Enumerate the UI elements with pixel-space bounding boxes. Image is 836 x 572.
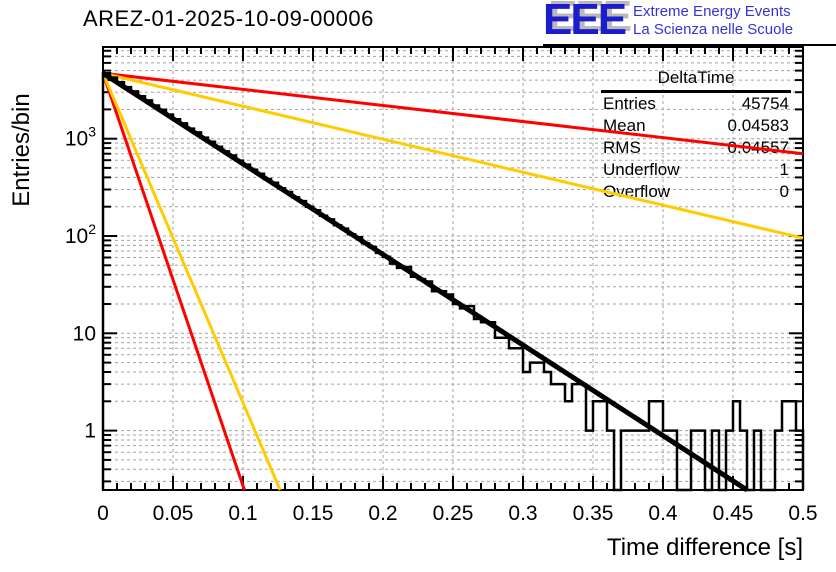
stats-row-mean: Mean 0.04583	[601, 115, 791, 137]
x-tick-label: 0.35	[573, 502, 614, 525]
y-tick-label: 102	[65, 221, 96, 248]
eee-logo-line1: Extreme Energy Events	[633, 3, 791, 20]
eee-logo-acronym: EEE	[543, 0, 627, 44]
stats-value: 0.04583	[727, 116, 789, 135]
eee-logo: EEE Extreme Energy Events La Scienza nel…	[543, 0, 836, 46]
y-axis-labels: 1 10 102 103	[65, 124, 96, 443]
stats-value: 1	[779, 160, 789, 179]
x-tick-label: 0.1	[228, 502, 257, 525]
stats-value: 0.04557	[727, 138, 789, 157]
x-tick-label: 0.45	[713, 502, 754, 525]
y-axis-title: Entries/bin	[8, 93, 35, 207]
eee-logo-line2: La Scienza nelle Scuole	[633, 21, 794, 38]
x-tick-label: 0.4	[648, 502, 678, 525]
y-tick-label: 103	[65, 124, 96, 151]
stats-row-rms: RMS 0.04557	[601, 137, 791, 159]
x-axis-title: Time difference [s]	[606, 534, 803, 561]
x-tick-label: 0	[97, 502, 109, 525]
x-axis-labels: 0 0.05 0.1 0.15 0.2 0.25 0.3 0.35 0.4 0.45 0.5	[97, 502, 817, 525]
y-tick-label: 10	[73, 322, 96, 345]
eee-logo-text: Extreme Energy Events La Scienza nelle S…	[633, 0, 793, 39]
x-tick-label: 0.5	[788, 502, 817, 525]
stats-label: Underflow	[603, 160, 680, 179]
stats-label: RMS	[603, 138, 641, 157]
stats-label: Entries	[603, 94, 656, 113]
x-tick-label: 0.15	[293, 502, 334, 525]
x-tick-label: 0.2	[368, 502, 397, 525]
page-title: AREZ-01-2025-10-09-00006	[83, 6, 374, 31]
stats-value: 45754	[741, 94, 789, 113]
stats-box-title: DeltaTime	[601, 68, 791, 93]
x-tick-label: 0.25	[433, 502, 474, 525]
stats-row-entries: Entries 45754	[601, 93, 791, 115]
stats-label: Mean	[603, 116, 646, 135]
y-tick-label: 1	[84, 420, 96, 443]
x-tick-label: 0.3	[508, 502, 537, 525]
stats-box: DeltaTime Entries 45754 Mean 0.04583 RMS…	[601, 68, 791, 203]
x-tick-label: 0.05	[153, 502, 194, 525]
stats-row-underflow: Underflow 1	[601, 159, 791, 181]
stats-value: 0	[779, 182, 789, 201]
stats-row-overflow: Overflow 0	[601, 181, 791, 203]
stats-label: Overflow	[603, 182, 671, 201]
